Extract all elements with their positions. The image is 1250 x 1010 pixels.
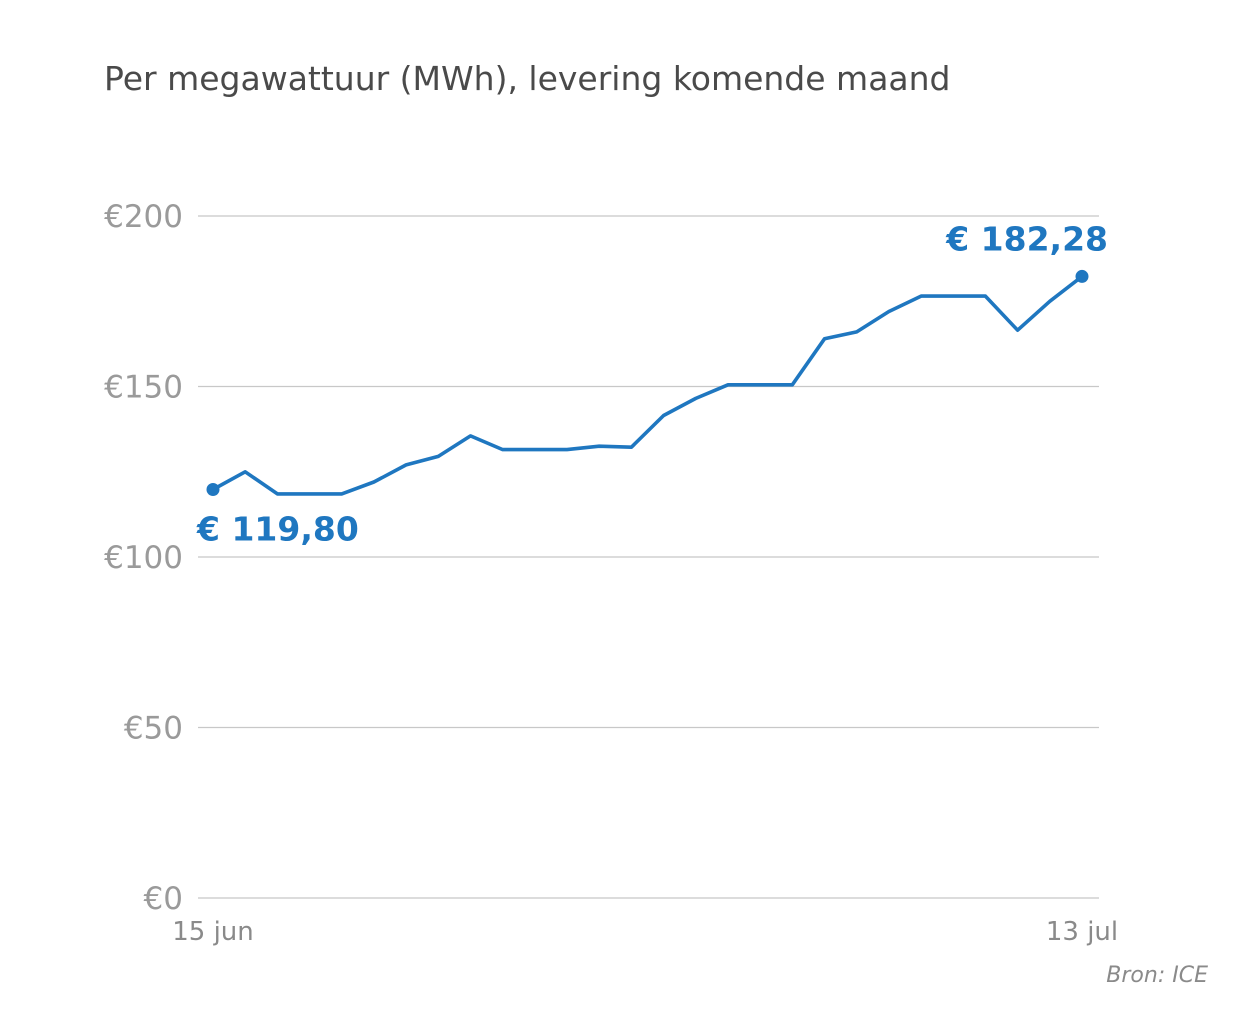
y-tick-label: €0: [144, 881, 183, 917]
y-tick-label: €150: [104, 370, 183, 406]
y-tick-label: €50: [124, 711, 183, 747]
gridlines: [198, 215, 1099, 899]
chart-title: Per megawattuur (MWh), levering komende …: [104, 59, 951, 98]
value-callout: € 119,80: [196, 509, 359, 548]
series-layer: [211, 274, 1084, 496]
source-note: Bron: ICE: [1106, 963, 1208, 988]
series-line: [211, 274, 1084, 496]
data-point-marker: [206, 482, 220, 496]
y-axis-ticks: €0 €50 €100 €150 €200: [104, 199, 183, 917]
value-callout: € 182,28: [945, 219, 1108, 258]
y-tick-label: €100: [104, 540, 183, 576]
x-tick-label-first: 15 jun: [172, 917, 254, 947]
data-point-marker: [1075, 269, 1089, 283]
x-tick-label-last: 13 jul: [1046, 917, 1118, 947]
annotations: € 119,80 € 182,28: [196, 219, 1108, 548]
y-tick-label: €200: [104, 199, 183, 235]
